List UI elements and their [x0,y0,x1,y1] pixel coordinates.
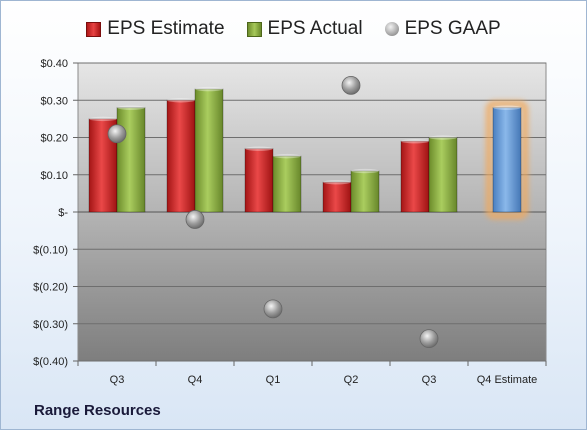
y-tick-label: $0.20 [40,133,68,145]
x-tick-label: Q3 [422,374,437,386]
y-tick-label: $(0.30) [33,319,68,331]
point-gaap [419,329,439,349]
x-tick-label: Q4 Estimate [477,374,538,386]
point-gaap [263,299,283,319]
eps-chart: $0.40 $0.30 $0.20 $0.10 $- $(0.10) $(0.20) $(0.… [33,58,547,386]
x-tick-label: Q4 [188,374,203,386]
bar-actual [428,137,458,213]
bar-actual [194,88,224,213]
bar-estimate-top [401,139,429,144]
y-tick-label: $(0.40) [33,356,68,368]
y-tick-label: $0.10 [40,170,68,182]
bar-actual-top [117,105,145,110]
bar-actual [272,155,302,213]
x-tick-label: Q3 [110,374,125,386]
bar-estimate-top [89,116,117,122]
bar-forecast-top [493,105,521,110]
bar-forecast [492,107,522,213]
legend-swatch-estimate [86,21,102,37]
x-tick-label: Q2 [344,374,359,386]
bar-actual-top [351,168,379,174]
y-tick-label: $0.40 [40,58,68,70]
bar-estimate [244,148,274,213]
bar-actual [350,170,380,213]
point-gaap [107,124,127,144]
bar-estimate [166,99,196,213]
bar-estimate-top [167,98,195,103]
y-tick-label: $- [58,207,68,219]
point-gaap [341,75,361,95]
bar-actual-top [195,86,223,92]
point-gaap [185,210,205,229]
bar-actual [116,107,146,213]
x-tick-label: Q1 [266,374,281,386]
bar-actual-top [429,135,457,140]
legend-item-estimate: EPS Estimate [86,18,225,40]
legend-label-actual: EPS Actual [267,18,363,39]
company-name: Range Resources [34,402,161,419]
bar-estimate-top [245,146,273,151]
bar-estimate [400,140,430,213]
legend-item-gaap: EPS GAAP [384,18,501,40]
y-tick-label: $(0.20) [33,282,68,294]
forecast-glow [486,100,528,219]
legend: EPS Estimate EPS Actual EPS GAAP [1,15,586,43]
y-tick-label: $(0.10) [33,244,68,256]
bar-estimate [322,181,352,213]
y-tick-label: $0.30 [40,95,68,107]
legend-swatch-actual [246,21,262,37]
legend-label-estimate: EPS Estimate [107,18,225,39]
bar-actual-top [273,153,301,159]
legend-label-gaap: EPS GAAP [404,18,501,39]
bar-estimate [88,118,118,213]
legend-item-actual: EPS Actual [246,18,363,40]
legend-swatch-gaap [384,22,399,36]
bar-estimate-top [323,180,351,185]
